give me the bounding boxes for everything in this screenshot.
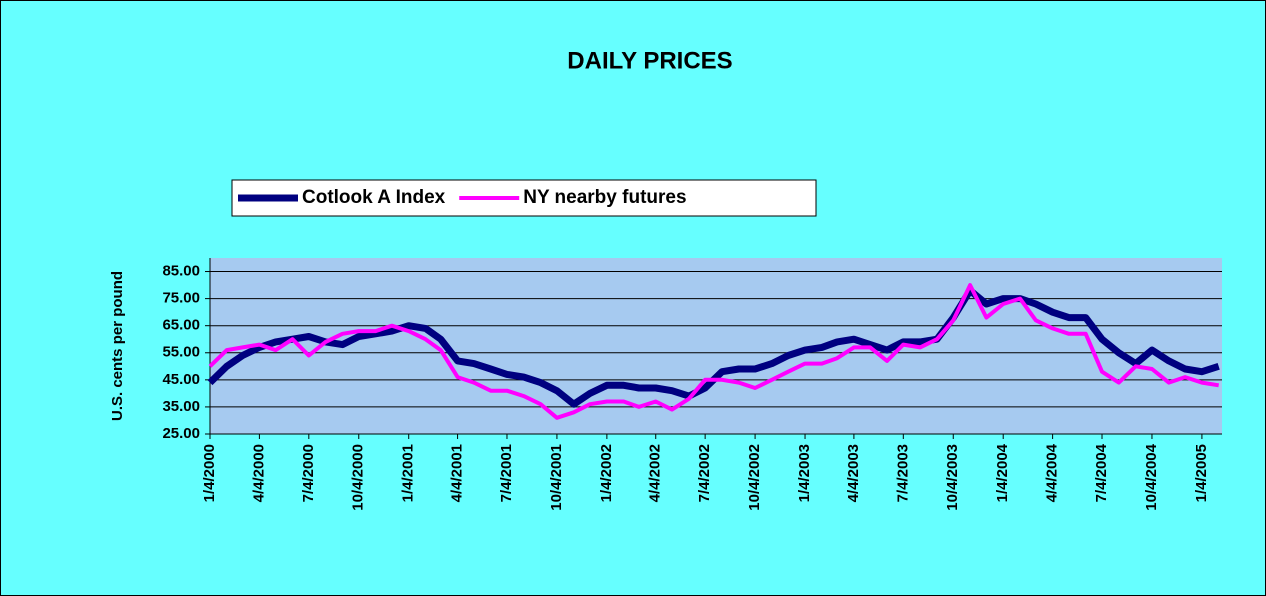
x-tick-label: 1/4/2001: [400, 444, 417, 502]
x-tick-label: 10/4/2002: [746, 444, 763, 511]
y-tick-label: 35.00: [162, 398, 200, 415]
y-tick-label: 65.00: [162, 317, 200, 334]
chart-title: DAILY PRICES: [567, 47, 732, 74]
x-tick-label: 1/4/2003: [796, 444, 813, 502]
x-tick-label: 10/4/2003: [944, 444, 961, 511]
y-tick-label: 25.00: [162, 425, 200, 442]
y-tick-label: 55.00: [162, 344, 200, 361]
x-tick-label: 7/4/2000: [300, 444, 317, 502]
x-tick-label: 10/4/2000: [350, 444, 367, 511]
x-tick-label: 7/4/2003: [894, 444, 911, 502]
x-tick-label: 10/4/2004: [1143, 443, 1160, 510]
line-series: [208, 283, 1220, 420]
x-tick-label: 4/4/2003: [845, 444, 862, 502]
legend-box: [231, 179, 817, 217]
x-tick-label: 7/4/2002: [696, 444, 713, 502]
x-tick-label: 4/4/2000: [250, 444, 267, 502]
x-tick-label: 7/4/2004: [1093, 443, 1110, 502]
x-tick-label: 7/4/2001: [498, 444, 515, 502]
y-tick-label: 85.00: [162, 263, 200, 280]
x-tick-label: 1/4/2004: [994, 443, 1011, 502]
x-tick-label: 10/4/2001: [548, 444, 565, 511]
y-axis-label: U.S. cents per pound: [109, 271, 126, 421]
y-tick-label: 45.00: [162, 371, 200, 388]
x-tick-label: 4/4/2002: [647, 444, 664, 502]
y-tick-label: 75.00: [162, 290, 200, 307]
x-tick-label: 4/4/2004: [1044, 443, 1061, 502]
legend-label: Cotlook A Index: [302, 187, 446, 208]
x-tick-label: 4/4/2001: [449, 444, 466, 502]
legend-label: NY nearby futures: [523, 187, 686, 208]
x-tick-label: 1/4/2000: [201, 444, 218, 502]
x-tick-label: 1/4/2005: [1193, 444, 1210, 502]
plot-area: [210, 258, 1222, 434]
x-tick-label: 1/4/2002: [598, 444, 615, 502]
